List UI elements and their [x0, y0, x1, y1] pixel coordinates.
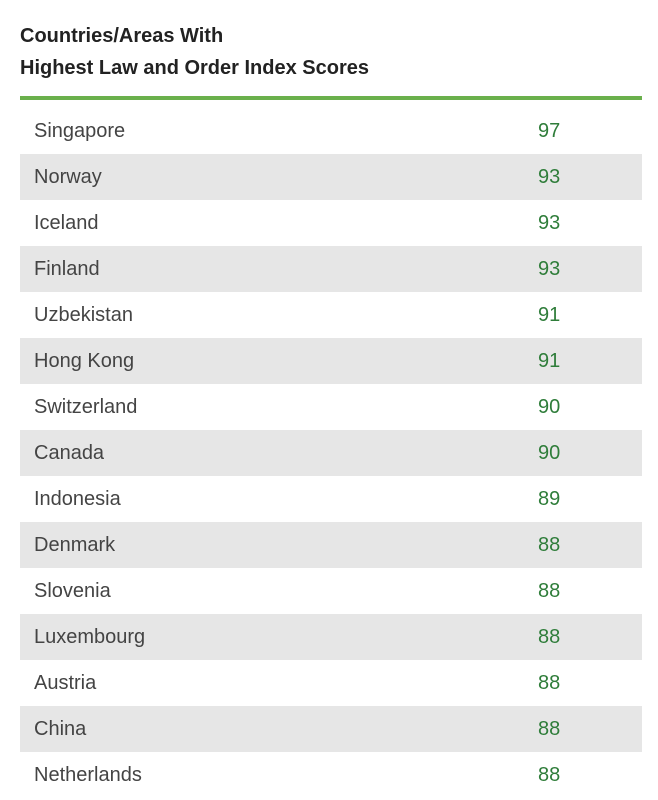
- index-score: 90: [538, 395, 561, 418]
- country-name: Netherlands: [34, 763, 142, 786]
- chart-title-line-1: Countries/Areas With: [20, 25, 224, 47]
- index-score: 88: [538, 625, 561, 648]
- country-name: Finland: [34, 257, 100, 280]
- table-row: Singapore 97: [20, 108, 642, 154]
- index-score: 91: [538, 349, 561, 372]
- index-score: 88: [538, 533, 561, 556]
- country-name: Austria: [34, 671, 97, 694]
- header-divider: [20, 96, 642, 100]
- country-name: Canada: [34, 441, 105, 464]
- table-row: Norway 93: [20, 154, 642, 200]
- table-row: Slovenia 88: [20, 568, 642, 614]
- score-table: Singapore 97 Norway 93 Iceland 93 Finland 93 Uzb…: [20, 108, 642, 798]
- table-row: Netherlands 88: [20, 752, 642, 798]
- country-name: Indonesia: [34, 487, 121, 510]
- table-row: Finland 93: [20, 246, 642, 292]
- index-score: 89: [538, 487, 561, 510]
- index-score: 88: [538, 671, 561, 694]
- index-score: 93: [538, 165, 561, 188]
- index-score: 88: [538, 763, 561, 786]
- country-name: China: [34, 717, 87, 740]
- country-name: Uzbekistan: [34, 303, 133, 326]
- index-score: 88: [538, 717, 561, 740]
- country-name: Slovenia: [34, 579, 111, 602]
- table-row: Iceland 93: [20, 200, 642, 246]
- table-row: Hong Kong 91: [20, 338, 642, 384]
- country-name: Norway: [34, 165, 102, 188]
- country-name: Hong Kong: [34, 349, 135, 372]
- index-score: 91: [538, 303, 561, 326]
- country-name: Luxembourg: [34, 625, 146, 648]
- country-name: Switzerland: [34, 395, 138, 418]
- index-score: 97: [538, 119, 561, 142]
- table-row: Denmark 88: [20, 522, 642, 568]
- chart-title: Countries/Areas With Highest Law and Ord…: [20, 20, 620, 84]
- chart-title-line-2: Highest Law and Order Index Scores: [20, 57, 369, 79]
- table-row: Canada 90: [20, 430, 642, 476]
- table-row: Austria 88: [20, 660, 642, 706]
- index-score: 93: [538, 211, 561, 234]
- table-row: Switzerland 90: [20, 384, 642, 430]
- index-score: 88: [538, 579, 561, 602]
- country-name: Denmark: [34, 533, 116, 556]
- table-row: Uzbekistan 91: [20, 292, 642, 338]
- country-name: Iceland: [34, 211, 99, 234]
- table-row: China 88: [20, 706, 642, 752]
- country-name: Singapore: [34, 119, 126, 142]
- index-score: 90: [538, 441, 561, 464]
- index-score: 93: [538, 257, 561, 280]
- table-row: Luxembourg 88: [20, 614, 642, 660]
- table-row: Indonesia 89: [20, 476, 642, 522]
